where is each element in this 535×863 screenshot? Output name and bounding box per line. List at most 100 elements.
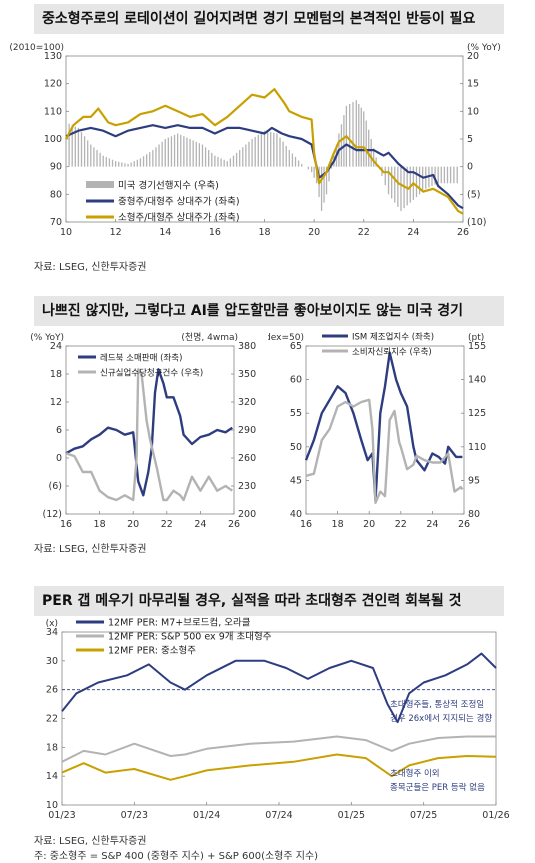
bar-mark xyxy=(164,139,166,167)
bar-mark xyxy=(273,132,275,167)
x-tick-label: 10 xyxy=(60,227,72,238)
x-tick-label: 24 xyxy=(194,519,206,530)
x-tick-label: 01/24 xyxy=(193,810,220,821)
bar-mark xyxy=(394,166,396,203)
y-tick-label-left: 12 xyxy=(50,397,62,408)
x-tick-label: 20 xyxy=(363,519,375,530)
x-tick-label: 22 xyxy=(395,519,407,530)
x-tick-label: 22 xyxy=(358,227,370,238)
bar-mark xyxy=(102,155,104,167)
y-tick-label-left: 90 xyxy=(50,162,62,173)
bar-mark xyxy=(313,166,315,178)
bar-mark xyxy=(245,144,247,167)
y-tick-label-left: 65 xyxy=(290,341,302,352)
bar-mark xyxy=(340,124,343,167)
bar-mark xyxy=(384,166,386,186)
bar-mark xyxy=(325,166,328,195)
legend-label: 소형주/대형주 상대주가 (좌축) xyxy=(118,213,240,224)
y-tick-label-right: 125 xyxy=(468,408,486,419)
bar-mark xyxy=(152,150,154,167)
bar-mark xyxy=(415,166,418,198)
bar-mark xyxy=(214,155,216,167)
bar-mark xyxy=(65,122,67,167)
x-tick-label: 16 xyxy=(209,227,221,238)
bar-mark xyxy=(232,155,235,167)
bar-mark xyxy=(133,161,135,167)
series-line-1 xyxy=(65,124,464,210)
legend-label: 소비자신뢰지수 (우축) xyxy=(352,348,432,358)
bar-mark xyxy=(409,166,411,203)
bar-mark xyxy=(208,150,210,167)
bar-mark xyxy=(130,162,132,167)
bar-mark xyxy=(83,136,86,167)
bar-mark xyxy=(422,166,424,192)
bar-mark xyxy=(257,134,259,167)
bar-mark xyxy=(263,130,266,167)
legend-label: 12MF PER: S&P 500 ex 9개 초대형주 xyxy=(108,632,272,643)
y-tick-label-right: 10 xyxy=(467,106,479,117)
panel-1-source: 자료: LSEG, 신한투자증권 xyxy=(34,262,147,273)
x-tick-label: 01/26 xyxy=(482,810,509,821)
bar-mark xyxy=(276,133,278,167)
bar-mark xyxy=(68,123,70,167)
y-tick-label-left: 50 xyxy=(290,442,302,453)
panel-3-title: PER 갭 메우기 마무리될 경우, 실적을 따라 초대형주 견인력 회복될 것 xyxy=(34,586,504,616)
x-tick-label: 07/23 xyxy=(121,810,148,821)
y-tick-label-right: 350 xyxy=(238,369,256,380)
bar-mark xyxy=(358,103,360,167)
bar-mark xyxy=(391,166,393,199)
bar-mark xyxy=(282,141,284,167)
x-tick-label: 26 xyxy=(457,227,469,238)
x-tick-label: 14 xyxy=(159,227,171,238)
bar-mark xyxy=(198,143,201,167)
legend-label: 레드북 소매판매 (좌축) xyxy=(100,354,182,364)
bar-mark xyxy=(307,166,309,170)
x-tick-label: 26 xyxy=(458,519,470,530)
panel-3-source: 자료: LSEG, 신한투자증권 xyxy=(34,836,147,847)
y-tick-label-left: 24 xyxy=(50,341,62,352)
series-line-1 xyxy=(61,735,496,763)
bar-mark xyxy=(80,132,83,167)
series-line-1 xyxy=(65,368,233,502)
bar-mark xyxy=(195,141,197,167)
legend-label: 미국 경기선행지수 (우축) xyxy=(118,180,219,192)
x-tick-label: 20 xyxy=(308,227,320,238)
bar-mark xyxy=(204,147,207,167)
bar-mark xyxy=(375,157,377,167)
bar-mark xyxy=(127,163,129,167)
bar-mark xyxy=(177,133,179,167)
bar-mark xyxy=(446,166,449,184)
bar-mark xyxy=(239,150,241,167)
y-tick-label-left: 34 xyxy=(46,627,58,638)
bar-mark xyxy=(167,137,170,167)
y-tick-label-left: 70 xyxy=(50,217,62,228)
bar-mark xyxy=(99,152,101,167)
bar-mark xyxy=(173,134,176,167)
y-tick-label-right: 290 xyxy=(238,425,256,436)
y-tick-label-right: 80 xyxy=(468,509,480,520)
x-tick-label: 16 xyxy=(300,519,312,530)
panel-2-source: 자료: LSEG, 신한투자증권 xyxy=(34,544,147,555)
bar-mark xyxy=(139,158,142,167)
bar-mark xyxy=(328,166,330,182)
bar-mark xyxy=(456,166,458,184)
series-line-0 xyxy=(61,652,497,724)
bar-mark xyxy=(211,152,213,167)
bar-mark xyxy=(288,150,290,167)
x-tick-label: 01/23 xyxy=(48,810,75,821)
y-tick-label-left: 40 xyxy=(290,509,302,520)
y-tick-label-left: 0 xyxy=(56,453,62,464)
y-tick-label-left: 14 xyxy=(46,771,58,782)
x-tick-label: 18 xyxy=(94,519,106,530)
bar-mark xyxy=(136,159,138,167)
bar-mark xyxy=(297,160,300,167)
legend-label: 12MF PER: M7+브로드컴, 오라클 xyxy=(108,617,251,629)
bar-mark xyxy=(291,153,294,167)
annotation-text: 경우 26x에서 지지되는 경향 xyxy=(390,713,492,724)
y-tick-label-right: 15 xyxy=(467,79,479,90)
bar-mark xyxy=(434,166,436,185)
bar-mark xyxy=(315,166,318,184)
y-tick-label-right: 200 xyxy=(238,509,256,520)
series-line-0 xyxy=(304,351,463,502)
right-axis-unit: (pt) xyxy=(468,333,484,343)
